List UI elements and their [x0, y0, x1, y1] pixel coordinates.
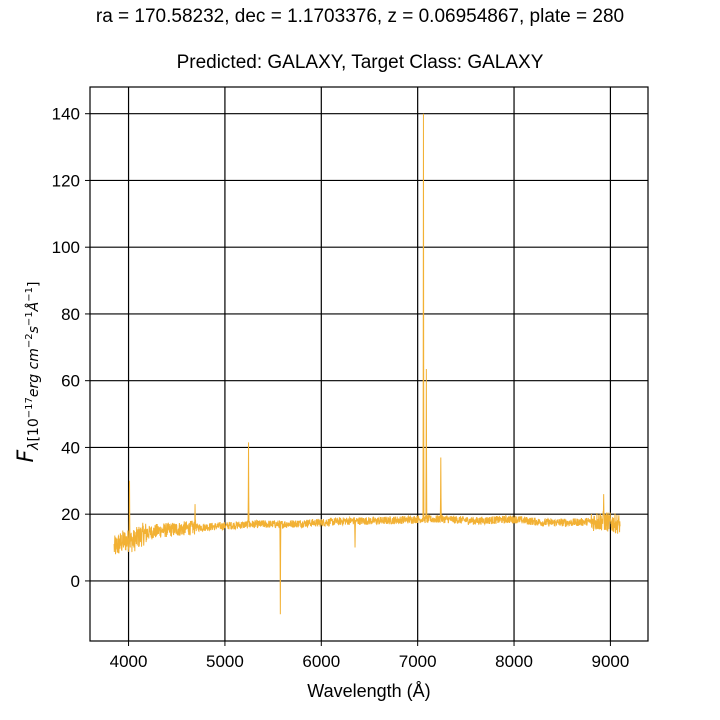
y-tick-label: 80 [61, 305, 80, 324]
axes-frame [89, 86, 649, 642]
y-tick-label: 20 [61, 505, 80, 524]
y-axis-label-angstrom: Å [25, 302, 42, 313]
y-axis-label-erg-cm: erg cm [26, 348, 42, 397]
x-tick-label: 8000 [495, 652, 533, 671]
chart-subtitle: Predicted: GALAXY, Target Class: GALAXY [176, 52, 544, 73]
chart-title: ra = 170.58232, dec = 1.1703376, z = 0.0… [95, 6, 625, 27]
x-tick-label: 6000 [302, 652, 340, 671]
y-tick-label: 120 [52, 171, 80, 190]
y-axis-label-s: s [26, 326, 42, 333]
spectrum-series [113, 113, 621, 615]
y-axis-label-units-open: [10 [26, 418, 42, 441]
y-axis-label-lambda: λ [26, 442, 42, 451]
spectrum-line [113, 113, 621, 615]
y-axis-label-exp2: −2 [24, 333, 35, 348]
y-tick-label: 40 [61, 438, 80, 457]
y-tick-label: 0 [71, 572, 80, 591]
y-tick-label: 140 [52, 105, 80, 124]
x-tick-label: 5000 [206, 652, 244, 671]
y-axis-label-exp3: −1 [24, 311, 35, 326]
grid-lines [90, 87, 648, 641]
y-tick-label: 60 [61, 372, 80, 391]
y-axis-label-symbol: F [14, 449, 39, 462]
y-axis-label-exp1: −17 [24, 397, 35, 418]
y-axis-label-units-close: ] [26, 282, 42, 287]
y-axis-label-exp4: −1 [24, 287, 35, 302]
y-axis-label: Fλ[10−17erg cm−2s−1Å−1] [14, 282, 42, 463]
x-tick-label: 7000 [399, 652, 437, 671]
x-tick-label: 4000 [110, 652, 148, 671]
x-tick-label: 9000 [592, 652, 630, 671]
axis-ticks: 4000 5000 6000 7000 8000 9000 0 20 40 60 80 100 120 1… [52, 105, 630, 671]
y-tick-label: 100 [52, 238, 80, 257]
x-axis-label: Wavelength (Å) [307, 681, 430, 701]
